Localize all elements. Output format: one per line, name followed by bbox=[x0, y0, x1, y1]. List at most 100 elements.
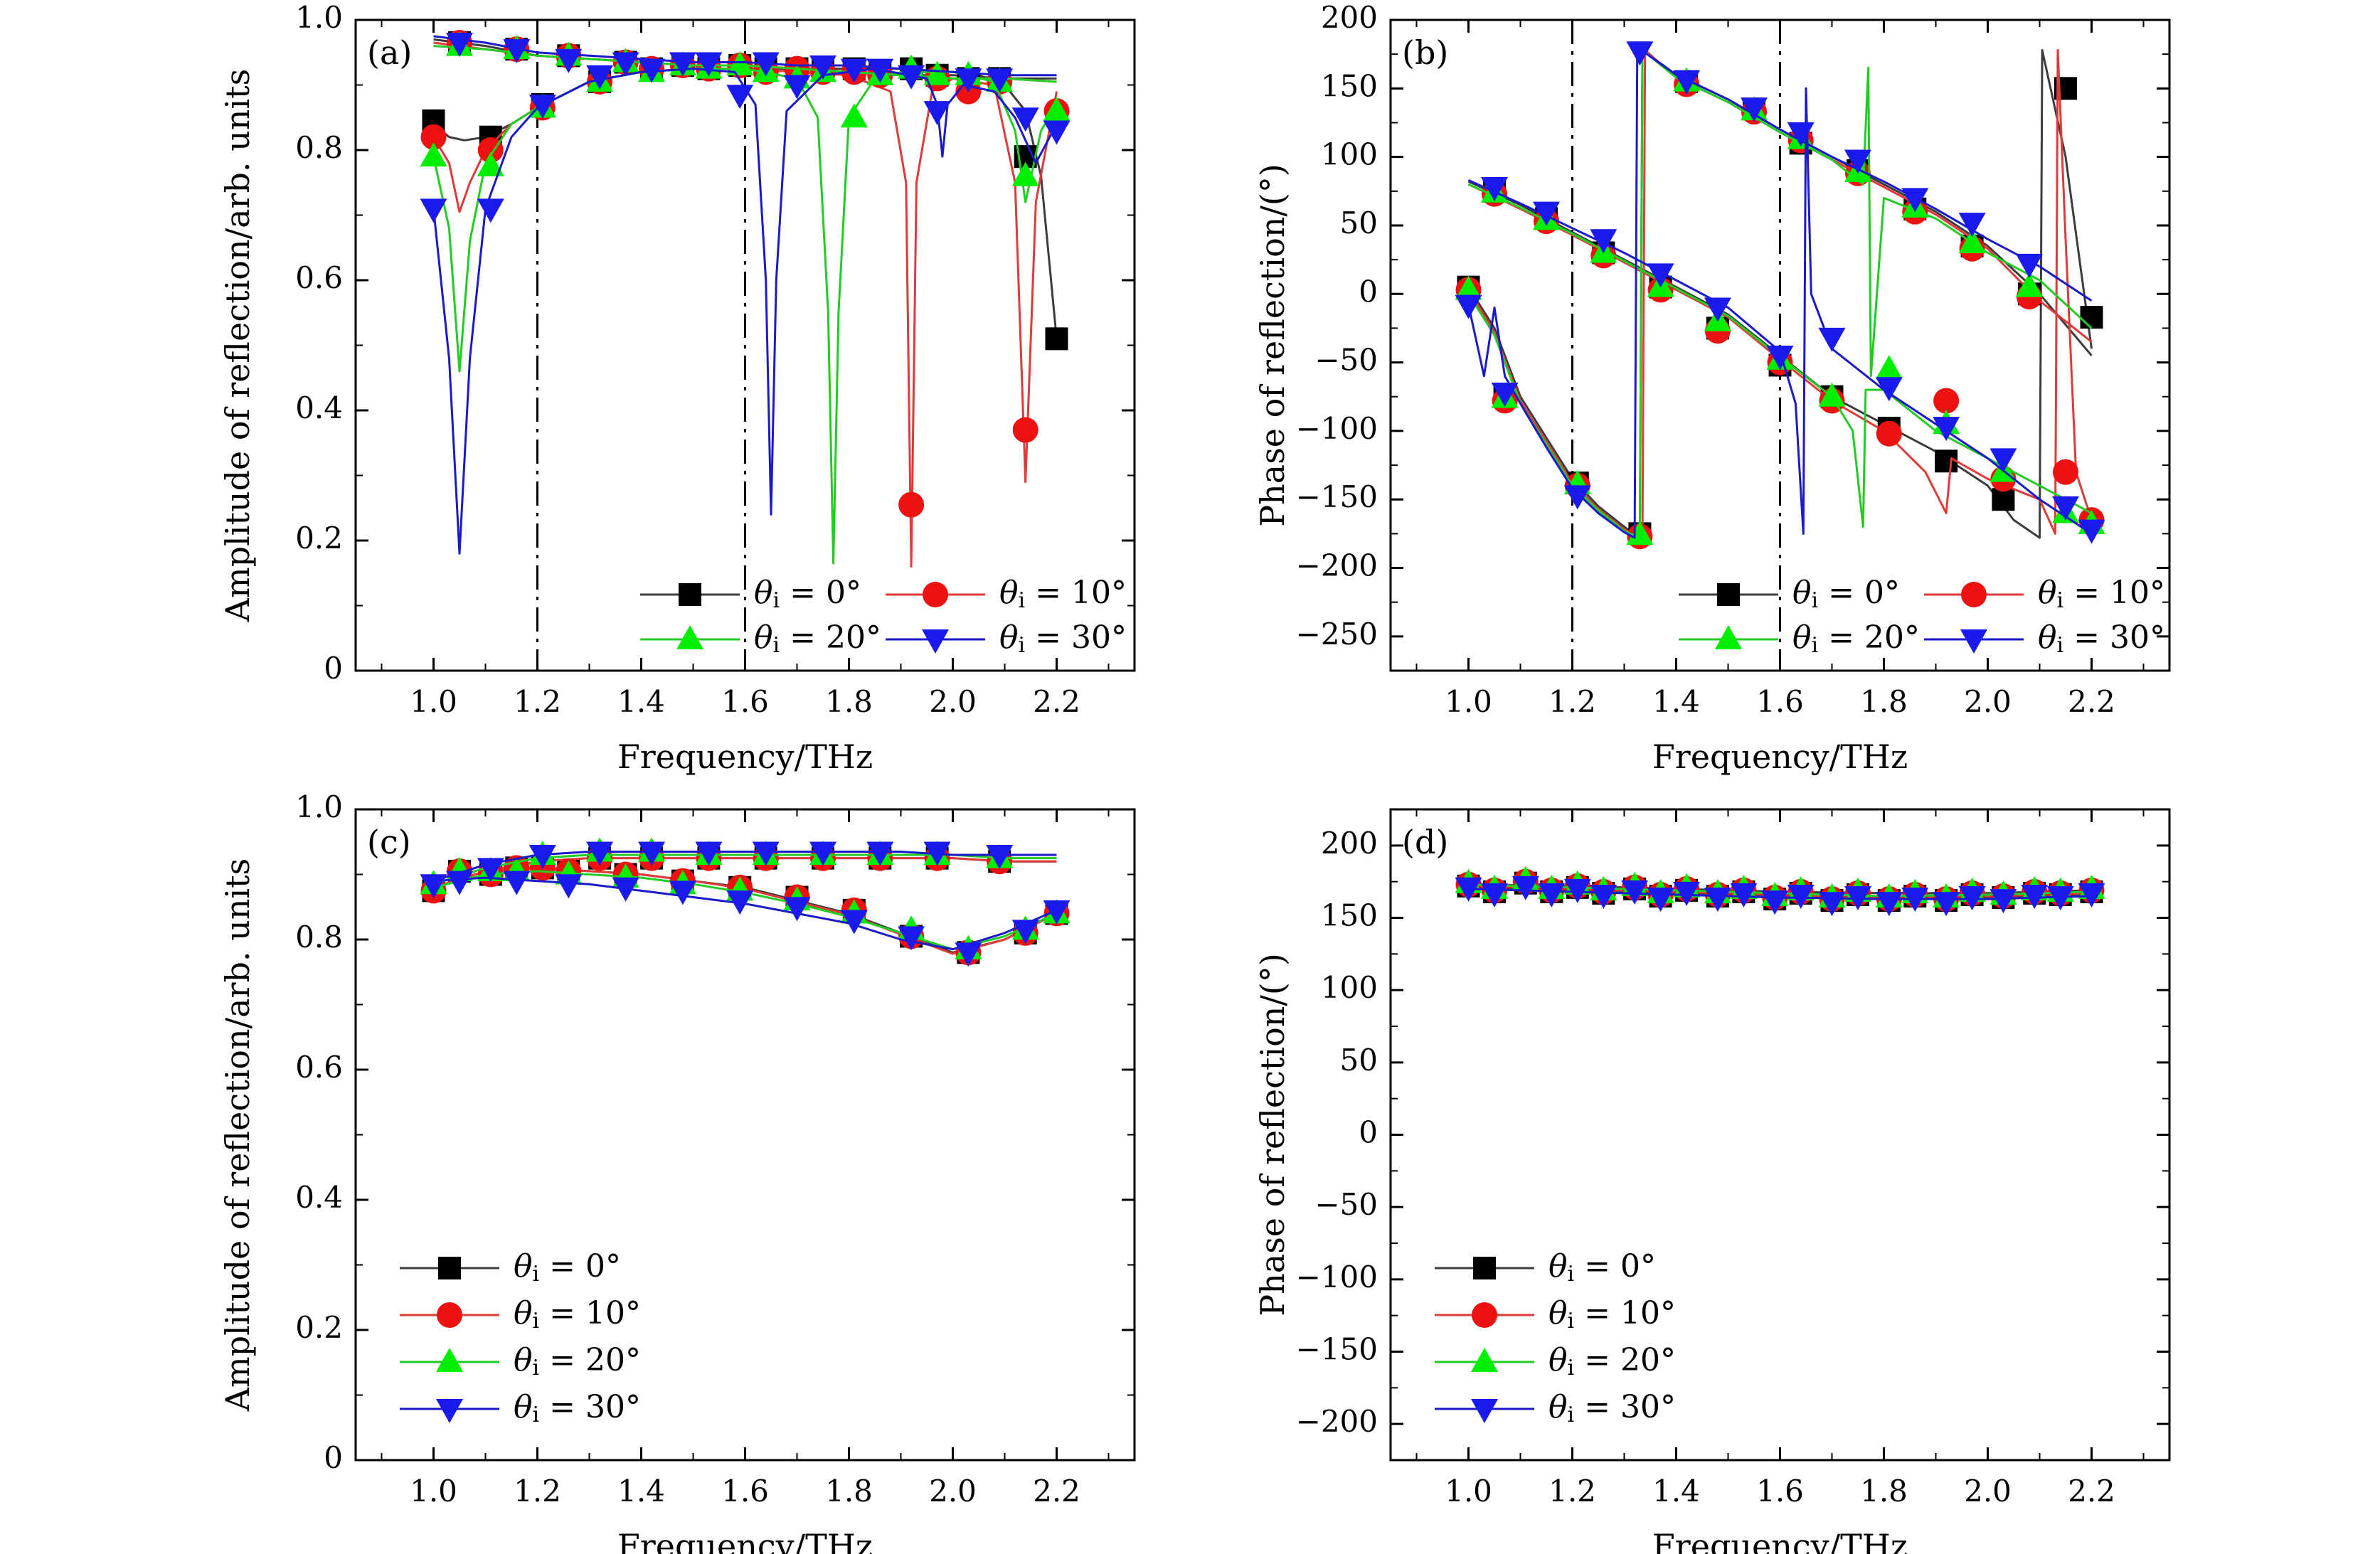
legend-label: θi = 0° bbox=[1548, 1248, 1656, 1287]
x-tick-label: 1.2 bbox=[1548, 684, 1596, 719]
data-point bbox=[1011, 920, 1039, 944]
legend: θi = 0° θi = 10° θi = 20° θi = 30° bbox=[400, 1248, 641, 1428]
y-tick-label: −150 bbox=[1296, 1332, 1378, 1367]
data-point bbox=[446, 33, 473, 58]
legend-marker bbox=[1473, 1257, 1496, 1279]
x-tick-label: 1.6 bbox=[721, 684, 769, 719]
data-point bbox=[2015, 272, 2043, 297]
plot-frame bbox=[1389, 18, 2171, 672]
series-line bbox=[433, 35, 1057, 77]
data-point bbox=[1741, 97, 1768, 122]
x-tick-label: 2.2 bbox=[1033, 684, 1080, 719]
x-tick-label: 1.8 bbox=[1860, 684, 1908, 719]
data-point bbox=[2080, 306, 2103, 329]
legend-label: θi = 10° bbox=[999, 575, 1127, 614]
y-tick-label: 50 bbox=[1340, 1043, 1378, 1077]
series-line bbox=[432, 68, 1058, 555]
legend-label: θi = 30° bbox=[514, 1389, 641, 1428]
data-point bbox=[669, 52, 696, 77]
data-point bbox=[1012, 417, 1038, 443]
panel-b: 1.0 1.2 1.4 1.6 1.8 2.0 2.2 −250 −200 −150 −100 −50… bbox=[1253, 0, 2171, 776]
x-tick-label: 1.2 bbox=[514, 1474, 561, 1508]
data-point bbox=[898, 926, 925, 951]
y-tick-label: −50 bbox=[1314, 343, 1378, 378]
y-tick-label: 0 bbox=[324, 1440, 343, 1475]
legend-entry-30deg: θi = 30° bbox=[1924, 619, 2165, 658]
data-point bbox=[783, 75, 811, 100]
x-tick-label: 1.0 bbox=[1445, 1474, 1492, 1508]
data-point bbox=[1958, 228, 1986, 253]
y-tick-label: −200 bbox=[1296, 1404, 1378, 1439]
x-tick-label: 1.6 bbox=[721, 1474, 769, 1508]
data-point bbox=[840, 910, 868, 935]
data-point bbox=[986, 68, 1014, 93]
legend-label: θi = 10° bbox=[514, 1295, 641, 1334]
data-point bbox=[1818, 892, 1846, 917]
legend-marker bbox=[1960, 629, 1987, 654]
y-axis-label: Phase of reflection/(°) bbox=[1253, 953, 1292, 1316]
x-tick-label: 1.8 bbox=[825, 684, 873, 719]
data-point bbox=[586, 65, 614, 90]
y-tick-label: 0.4 bbox=[295, 390, 343, 425]
data-point bbox=[1011, 161, 1039, 186]
x-tick-label: 2.2 bbox=[2068, 1474, 2115, 1508]
legend-entry-0deg: θi = 0° bbox=[1435, 1248, 1656, 1287]
data-point bbox=[1933, 892, 1960, 917]
data-point bbox=[1730, 883, 1758, 908]
x-tick-label: 1.2 bbox=[1548, 1474, 1596, 1508]
data-point bbox=[612, 52, 639, 77]
x-tick-label: 1.8 bbox=[825, 1474, 873, 1508]
data-point bbox=[840, 58, 868, 83]
data-point bbox=[1455, 877, 1482, 902]
x-tick-label: 1.2 bbox=[514, 684, 561, 719]
data-point bbox=[503, 39, 531, 64]
y-tick-label: 0.8 bbox=[295, 920, 343, 954]
y-tick-label: 0 bbox=[1359, 1115, 1378, 1150]
y-tick-label: −100 bbox=[1296, 1260, 1378, 1294]
x-axis-label: Frequency/THz bbox=[617, 738, 873, 776]
data-point bbox=[726, 85, 754, 110]
y-tick-label: −200 bbox=[1296, 548, 1378, 583]
data-point bbox=[1673, 881, 1701, 906]
legend-label: θi = 30° bbox=[999, 619, 1127, 659]
x-axis-label: Frequency/THz bbox=[617, 1527, 873, 1554]
series-line bbox=[1467, 46, 2093, 539]
legend-entry-20deg: θi = 20° bbox=[1435, 1342, 1676, 1380]
x-tick-label: 2.0 bbox=[1964, 1474, 2012, 1508]
panel-a: 1.0 1.2 1.4 1.6 1.8 2.0 2.2 0 0.2 0.4 0.6 0.8 1.0 (a)… bbox=[218, 0, 1136, 776]
series-line bbox=[1467, 48, 2093, 535]
data-point bbox=[1766, 345, 1794, 370]
data-point bbox=[477, 198, 504, 223]
data-point bbox=[1647, 263, 1674, 288]
series-30deg bbox=[420, 841, 1071, 967]
data-point bbox=[1787, 122, 1815, 147]
y-tick-label: −250 bbox=[1296, 617, 1378, 651]
legend: θi = 0° θi = 10° θi = 20° θi = 30° bbox=[1435, 1248, 1676, 1427]
data-point bbox=[752, 841, 780, 866]
data-point bbox=[1992, 488, 2015, 511]
panel-d: 1.0 1.2 1.4 1.6 1.8 2.0 2.2 −200 −150 −100 −50 0 50 1… bbox=[1253, 808, 2171, 1554]
y-tick-label: 0.2 bbox=[295, 1310, 343, 1345]
data-point bbox=[923, 841, 951, 866]
data-point bbox=[555, 874, 583, 899]
data-point bbox=[2052, 496, 2079, 521]
y-tick-label: 1.0 bbox=[295, 0, 343, 35]
data-point bbox=[1538, 883, 1566, 908]
data-point bbox=[420, 874, 447, 899]
data-point bbox=[866, 841, 894, 866]
data-point bbox=[420, 198, 447, 223]
data-point bbox=[1876, 420, 1902, 447]
data-point bbox=[695, 52, 723, 77]
legend-marker bbox=[436, 1399, 463, 1423]
data-point bbox=[726, 51, 754, 76]
x-tick-label: 2.0 bbox=[929, 1474, 977, 1508]
y-tick-label: 1.0 bbox=[295, 789, 343, 824]
series-line bbox=[1467, 183, 2093, 528]
y-tick-label: 0 bbox=[324, 651, 343, 686]
legend-entry-0deg: θi = 0° bbox=[400, 1248, 621, 1287]
data-point bbox=[1481, 883, 1508, 908]
y-axis-label: Amplitude of reflection/arb. units bbox=[218, 858, 257, 1412]
panel-c: 1.0 1.2 1.4 1.6 1.8 2.0 2.2 0 0.2 0.4 0.6 0.8 1.0 (c)… bbox=[218, 789, 1136, 1554]
data-point bbox=[1673, 70, 1701, 95]
data-point bbox=[1935, 449, 1958, 473]
